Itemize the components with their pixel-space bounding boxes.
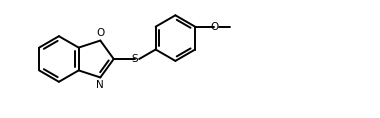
Text: S: S — [131, 54, 138, 64]
Text: N: N — [97, 80, 104, 91]
Text: O: O — [211, 22, 218, 32]
Text: O: O — [96, 27, 104, 38]
